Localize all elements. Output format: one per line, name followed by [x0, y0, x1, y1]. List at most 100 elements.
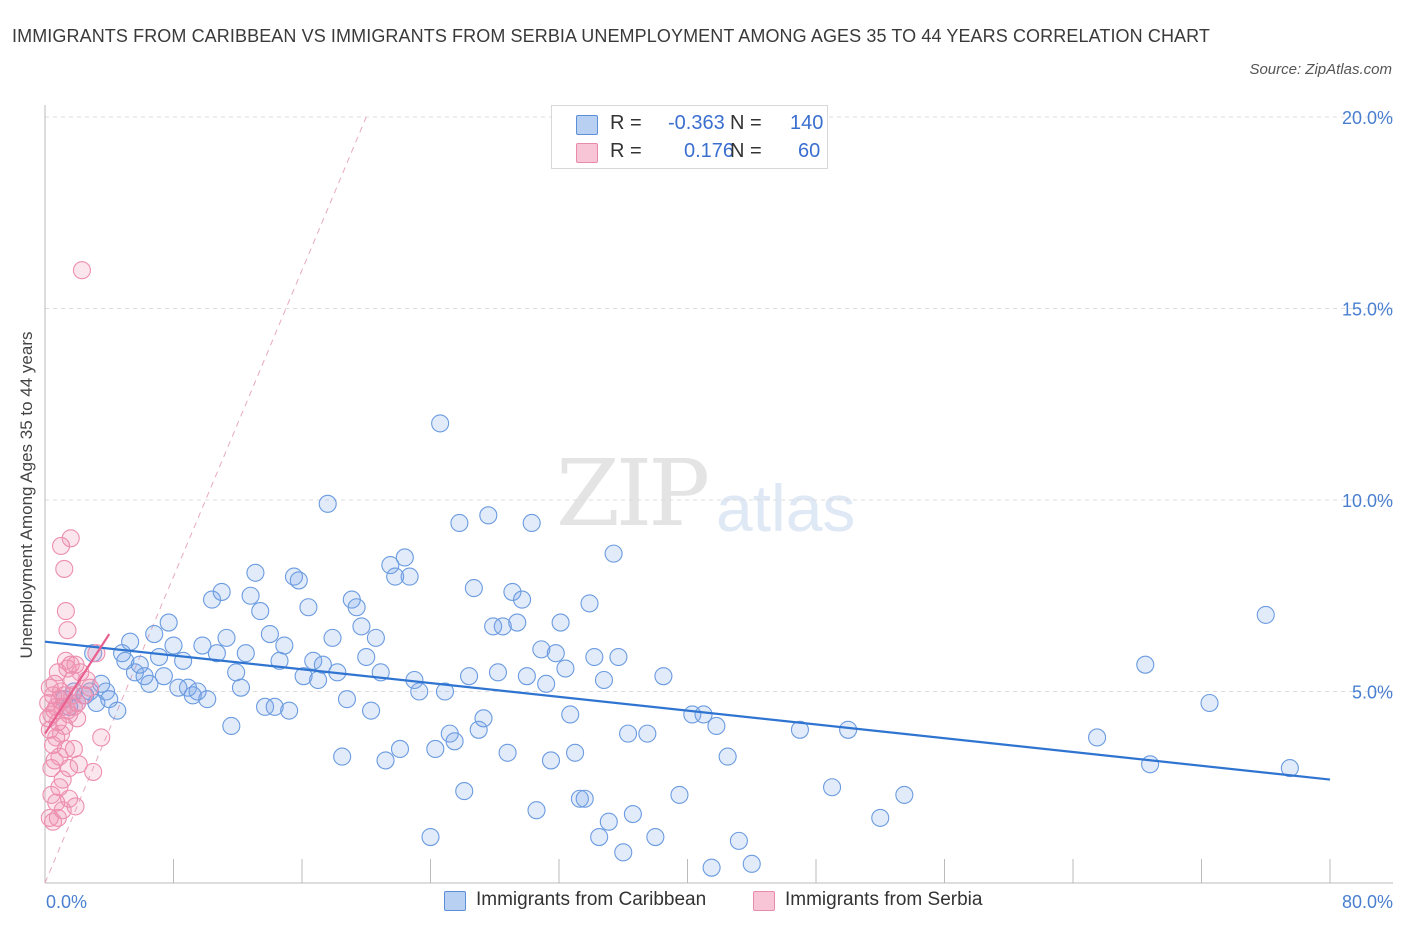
data-point-caribbean	[236, 644, 255, 663]
data-point-caribbean	[570, 789, 589, 808]
watermark-zip: ZIP	[556, 440, 710, 547]
data-point-serbia	[60, 759, 79, 778]
data-point-caribbean	[823, 778, 842, 797]
data-point-caribbean	[541, 751, 561, 770]
data-point-caribbean	[707, 716, 726, 736]
data-point-caribbean	[670, 785, 689, 804]
data-point-caribbean	[513, 590, 532, 609]
data-point-caribbean	[839, 720, 858, 739]
data-point-caribbean	[1200, 693, 1219, 713]
data-point-caribbean	[537, 674, 556, 693]
legend-swatch-caribbean	[576, 115, 598, 135]
data-point-caribbean	[390, 739, 410, 759]
data-point-caribbean	[575, 789, 594, 808]
data-point-caribbean	[169, 678, 188, 697]
axes	[44, 105, 1393, 884]
source-label: Source: ZipAtlas.com	[1249, 61, 1392, 78]
data-point-serbia	[68, 693, 87, 713]
data-point-caribbean	[333, 747, 352, 766]
data-point-caribbean	[1280, 759, 1299, 778]
data-point-caribbean	[251, 602, 270, 621]
data-point-caribbean	[790, 720, 809, 739]
data-point-caribbean	[508, 613, 527, 632]
data-point-caribbean	[164, 636, 183, 655]
data-point-caribbean	[337, 690, 357, 709]
bottom-legend-swatch-serbia	[753, 891, 775, 911]
data-point-caribbean	[654, 667, 673, 686]
data-point-caribbean	[1088, 728, 1107, 747]
data-point-caribbean	[517, 667, 536, 686]
data-point-serbia	[92, 728, 111, 747]
data-point-caribbean	[488, 663, 508, 682]
trend-lines	[44, 633, 1331, 781]
bottom-legend-label-caribbean: Immigrants from Caribbean	[476, 889, 707, 910]
data-point-caribbean	[318, 494, 337, 513]
data-point-caribbean	[594, 670, 614, 690]
data-point-caribbean	[231, 678, 251, 697]
data-point-caribbean	[376, 751, 395, 770]
data-point-caribbean	[212, 582, 231, 601]
data-point-caribbean	[347, 598, 366, 617]
legend-r-value: 0.176	[684, 140, 735, 162]
data-point-serbia	[74, 686, 93, 705]
bottom-legend-label-serbia: Immigrants from Serbia	[785, 889, 983, 910]
data-point-caribbean	[871, 808, 890, 827]
data-point-caribbean	[381, 556, 400, 575]
data-point-caribbean	[585, 647, 604, 667]
data-point-serbia	[69, 755, 88, 774]
data-point-caribbean	[623, 805, 642, 824]
data-point-caribbean	[299, 598, 318, 617]
data-point-serbia	[55, 716, 74, 736]
data-point-caribbean	[1256, 605, 1275, 624]
data-point-serbia	[45, 751, 64, 770]
data-point-caribbean	[289, 571, 308, 590]
data-point-serbia	[55, 559, 74, 578]
data-point-caribbean	[729, 831, 748, 850]
data-point-caribbean	[580, 594, 599, 613]
data-point-caribbean	[459, 667, 479, 686]
tick-labels: 5.0% 10.0% 15.0% 20.0% 0.0% 80.0%	[46, 108, 1393, 912]
data-point-serbia	[56, 651, 75, 670]
data-point-caribbean	[638, 724, 657, 743]
data-point-caribbean	[323, 628, 342, 647]
data-point-caribbean	[1141, 755, 1160, 774]
y-tick-label: 20.0%	[1342, 108, 1393, 128]
watermark-atlas: atlas	[716, 471, 856, 545]
x-tick-label-max: 80.0%	[1342, 892, 1393, 912]
data-point-caribbean	[309, 670, 328, 690]
data-point-caribbean	[362, 701, 381, 720]
data-point-caribbean	[294, 667, 313, 686]
data-point-caribbean	[551, 613, 570, 632]
data-point-caribbean	[352, 617, 371, 636]
data-point-serbia	[84, 762, 103, 781]
series-serbia-points	[39, 261, 111, 831]
bottom-legend-swatch-caribbean	[444, 891, 466, 911]
legend-swatch-serbia	[576, 143, 598, 163]
grid-lines	[45, 116, 1393, 692]
data-point-caribbean	[121, 632, 140, 651]
data-point-caribbean	[246, 563, 265, 582]
data-point-caribbean	[484, 617, 503, 636]
data-point-caribbean	[256, 697, 275, 716]
data-point-caribbean	[193, 636, 212, 655]
data-point-caribbean	[222, 716, 241, 736]
data-point-caribbean	[702, 858, 721, 877]
data-point-caribbean	[522, 513, 541, 533]
legend-n-label: N =	[730, 112, 762, 134]
data-point-caribbean	[280, 701, 299, 720]
data-point-caribbean	[159, 613, 178, 632]
data-point-caribbean	[426, 739, 445, 759]
data-point-caribbean	[561, 705, 580, 724]
data-point-serbia	[56, 602, 75, 621]
data-point-caribbean	[130, 655, 149, 674]
data-point-caribbean	[260, 624, 279, 644]
data-point-caribbean	[498, 743, 517, 762]
data-point-caribbean	[1136, 655, 1155, 674]
trend-line-serbia	[44, 633, 111, 735]
data-point-caribbean	[198, 690, 217, 709]
data-point-caribbean	[546, 644, 565, 663]
data-point-caribbean	[149, 647, 169, 667]
series-caribbean-points	[55, 414, 1299, 877]
data-point-caribbean	[474, 709, 493, 728]
data-point-caribbean	[275, 636, 294, 655]
